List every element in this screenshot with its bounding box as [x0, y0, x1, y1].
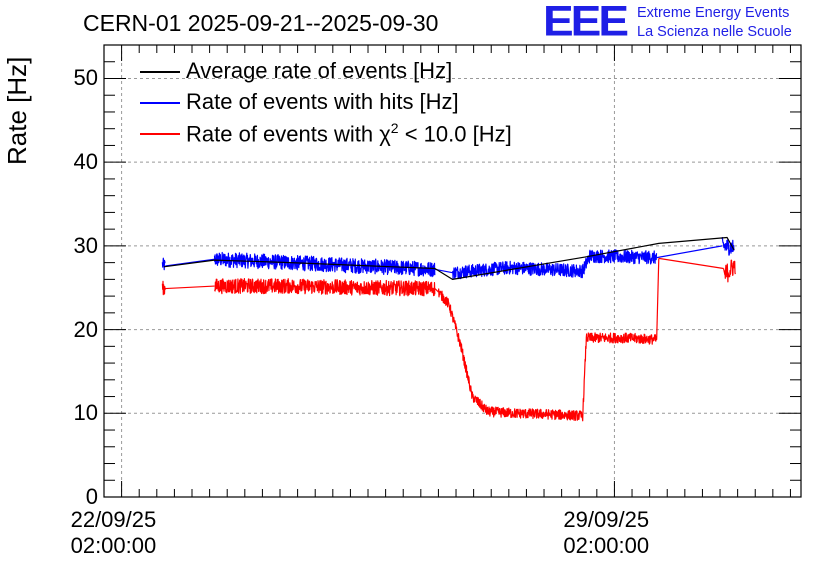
- x-tick-label: 29/09/25 02:00:00: [563, 507, 649, 559]
- y-tick-label: 0: [85, 484, 98, 509]
- series-blue-connector: [656, 245, 723, 259]
- series-black-line: [163, 236, 735, 280]
- x-tick-time: 02:00:00: [70, 533, 157, 558]
- logo-line-1: Extreme Energy Events: [637, 5, 790, 21]
- legend-label-prefix: Rate of events with: [186, 121, 380, 147]
- series-red-connector: [434, 288, 439, 293]
- series-red-connector: [656, 258, 660, 340]
- legend-swatch-black: [140, 71, 180, 73]
- legend-label: Average rate of events [Hz]: [186, 58, 453, 83]
- y-tick-label: 40: [73, 149, 98, 175]
- axis-frame: [103, 44, 802, 498]
- chi-symbol: χ: [379, 121, 391, 147]
- chart-title: CERN-01 2025-09-21--2025-09-30: [83, 10, 439, 36]
- series-blue-segment: [721, 237, 735, 256]
- series-red-segment: [161, 280, 166, 296]
- legend-swatch-red: [140, 133, 180, 135]
- series-red-segment: [658, 257, 724, 270]
- series-red-segment: [724, 259, 736, 283]
- chi-exponent: 2: [390, 120, 399, 136]
- y-tick-label: 50: [73, 65, 98, 91]
- x-tick-date: 29/09/25: [563, 507, 650, 532]
- grid-lines: [104, 45, 801, 497]
- plot-frame: [103, 44, 802, 498]
- logo-subtitle: Extreme Energy Events La Scienza nelle S…: [637, 4, 792, 42]
- series-blue-segment: [451, 249, 658, 280]
- series-red-segment: [437, 288, 658, 422]
- y-tick-label: 20: [73, 316, 98, 342]
- y-tick-label: 30: [73, 232, 98, 258]
- x-tick-label: 22/09/25 02:00:00: [71, 507, 157, 559]
- legend-label: Rate of events with hits [Hz]: [186, 89, 459, 114]
- logo-line-2: La Scienza nelle Scuole: [637, 24, 792, 40]
- series-blue-segment: [213, 251, 436, 278]
- x-tick-time: 02:00:00: [563, 533, 650, 558]
- series-red-connector: [165, 285, 215, 290]
- y-axis-label: Rate [Hz]: [2, 56, 32, 165]
- legend-swatch-blue: [140, 102, 180, 104]
- x-tick-date: 22/09/25: [70, 507, 157, 532]
- series-red-segment: [213, 278, 436, 297]
- series-blue-segment: [161, 257, 166, 271]
- legend-label: Rate of events with χ2 < 10.0 [Hz]: [186, 120, 512, 147]
- series-layer: [161, 236, 736, 422]
- eee-logo: EEE: [543, 0, 629, 45]
- series-blue-connector: [165, 258, 215, 267]
- legend-label-suffix: < 10.0 [Hz]: [398, 121, 512, 147]
- y-tick-label: 10: [73, 400, 98, 426]
